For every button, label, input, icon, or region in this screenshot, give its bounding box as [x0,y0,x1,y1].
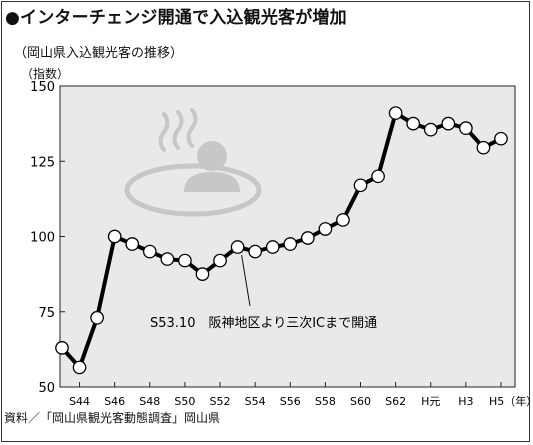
x-tick-label: S54 [245,395,266,408]
plot-area [59,85,516,388]
annotation-leader-line [241,254,251,307]
data-point [160,252,175,266]
x-tick-label: S62 [385,395,406,408]
data-point [248,244,263,259]
steam-middle [172,110,184,150]
bather-head [197,141,227,171]
data-point [55,341,69,355]
hot-spring-bather-icon [124,108,262,217]
data-point [72,360,87,375]
y-axis-unit-label: （指数） [21,67,70,81]
data-point [441,116,456,131]
annotation: S53.10 阪神地区より三次ICまで開通 [150,254,377,331]
steam-left [158,112,170,152]
data-point [213,253,227,268]
x-tick-label: S44 [69,395,90,408]
data-point [125,237,140,251]
x-tick-label: S60 [350,395,371,408]
chart-subtitle: （岡山県入込観光客の推移） [14,46,184,61]
data-point [300,231,315,245]
data-point [353,178,368,193]
series-layer [55,106,508,375]
data-point [388,106,403,120]
annotation-label: S53.10 阪神地区より三次ICまで開通 [150,315,377,331]
data-point [406,116,421,131]
steam-right [186,108,198,148]
data-point [336,213,350,227]
y-axis-ticks: 50 75 100 125 150 [30,80,65,396]
x-tick-label: H元 [421,395,440,408]
x-tick-label: S46 [104,395,125,408]
y-tick-label: 100 [30,231,55,246]
data-point [265,240,280,254]
data-point [494,131,508,146]
y-tick-label: 75 [38,306,55,321]
x-axis-ticks: S44 S46 S48 S50 S52 S54 S56 S58 S60 S62 H元 H3 H5（年） [69,382,533,408]
x-tick-label: S56 [280,395,301,408]
x-tick-label: S50 [174,395,195,408]
x-tick-label: S52 [210,395,231,408]
data-point [90,310,104,325]
data-point [371,169,385,184]
data-point [107,229,122,244]
x-tick-label: H5（年） [489,394,533,408]
data-point [283,237,298,251]
x-tick-label: S48 [139,395,160,408]
data-point [142,244,157,259]
data-point [459,121,473,135]
chart-title: ●インターチェンジ開通で入込観光客が増加 [5,8,347,28]
y-tick-label: 125 [30,155,55,170]
source-note: 資料／「岡山県観光客動態調査」岡山県 [4,411,221,425]
bather-body [184,172,240,192]
data-point [476,140,491,155]
data-point [230,240,245,254]
data-point [195,267,210,281]
bath-ellipse [124,163,262,217]
x-tick-label: S58 [315,395,336,408]
data-point [318,222,333,236]
data-point [178,253,192,268]
y-tick-label: 150 [30,80,55,95]
y-tick-label: 50 [38,381,55,396]
data-point [423,122,438,137]
x-tick-label: H3 [458,395,473,408]
